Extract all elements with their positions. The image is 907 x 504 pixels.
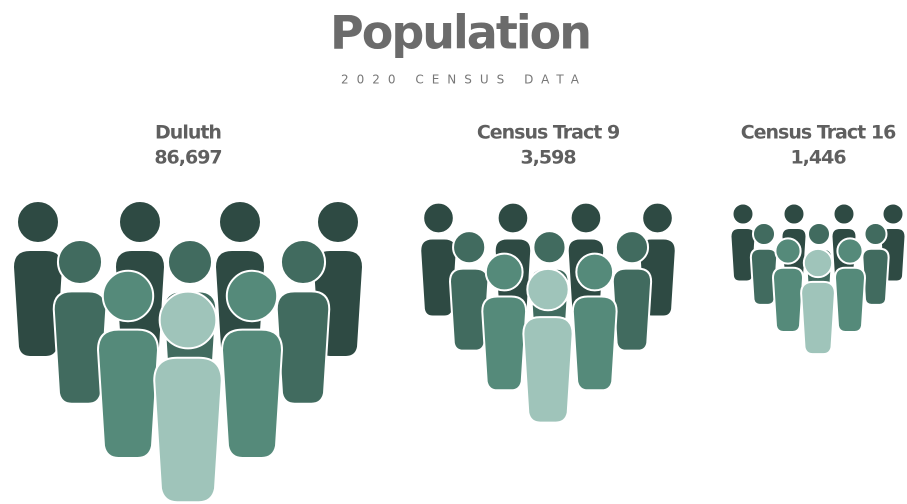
person-icon — [220, 269, 284, 460]
person-icon — [833, 237, 867, 334]
title: Population — [330, 6, 590, 60]
person-head — [16, 200, 60, 244]
person-body — [571, 295, 618, 392]
person-head — [166, 238, 214, 286]
group-name: Census Tract 9 — [477, 122, 619, 144]
person-icon — [771, 237, 805, 334]
person-body — [275, 290, 331, 405]
person-body — [771, 266, 805, 334]
group-value: 1,446 — [790, 147, 846, 169]
person-head — [774, 237, 802, 265]
person-body — [220, 328, 284, 460]
person-body — [833, 266, 867, 334]
person-body — [481, 295, 528, 392]
person-head — [484, 252, 524, 292]
person-body — [611, 267, 653, 352]
person-icon — [275, 238, 331, 405]
person-head — [101, 269, 155, 323]
person-icon — [611, 230, 653, 352]
person-head — [422, 201, 455, 235]
person-head — [806, 221, 832, 247]
person-icon — [153, 290, 223, 504]
person-head — [863, 221, 888, 247]
person-body — [800, 280, 836, 356]
crowd — [419, 201, 677, 424]
subtitle: 2020 CENSUS DATA — [341, 73, 587, 87]
person-head — [496, 201, 530, 235]
person-icon — [522, 267, 574, 424]
person-head — [881, 202, 905, 226]
person-head — [56, 238, 104, 286]
person-head — [279, 238, 327, 286]
group-value: 3,598 — [520, 147, 576, 169]
person-icon — [419, 201, 458, 318]
person-icon — [571, 252, 618, 392]
person-body — [153, 356, 223, 504]
person-head — [532, 230, 567, 265]
group-value: 86,697 — [154, 147, 221, 169]
person-icon — [52, 238, 108, 405]
person-head — [782, 202, 806, 226]
person-head — [118, 200, 162, 244]
person-head — [316, 200, 360, 244]
person-body — [96, 328, 160, 460]
person-icon — [448, 230, 490, 352]
person-head — [526, 267, 570, 312]
person-body — [522, 316, 574, 424]
person-head — [832, 202, 856, 226]
person-head — [452, 230, 487, 265]
person-head — [614, 230, 650, 265]
person-body — [861, 247, 890, 306]
person-head — [731, 202, 755, 226]
person-head — [802, 247, 834, 279]
person-head — [641, 201, 674, 235]
crowd — [729, 202, 907, 356]
person-head — [575, 252, 615, 292]
person-head — [836, 237, 864, 265]
person-icon — [861, 221, 890, 306]
person-head — [569, 201, 603, 235]
person-icon — [879, 202, 907, 283]
group-name: Duluth — [155, 122, 221, 144]
crowds — [11, 200, 907, 504]
person-icon — [749, 221, 779, 306]
person-head — [751, 221, 777, 247]
person-head — [225, 269, 279, 323]
group-name: Census Tract 16 — [741, 122, 896, 144]
crowd — [11, 200, 365, 504]
person-icon — [96, 269, 160, 460]
person-icon — [800, 247, 836, 356]
person-head — [218, 200, 262, 244]
person-head — [158, 290, 218, 350]
person-icon — [481, 252, 528, 392]
